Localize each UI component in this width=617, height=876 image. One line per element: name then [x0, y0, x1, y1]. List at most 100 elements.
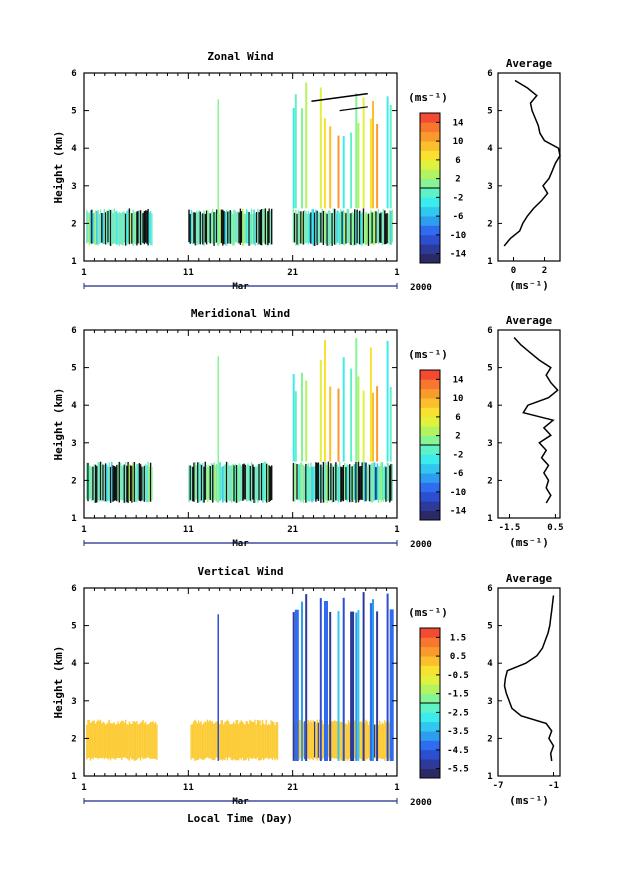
heatmap-cell: [111, 209, 113, 245]
heatmap-cell: [386, 462, 388, 501]
heatmap-cell: [88, 465, 90, 500]
x-tick-label: 1: [81, 268, 86, 278]
heatmap-cell: [382, 723, 385, 759]
heatmap-cell: [334, 208, 336, 245]
heatmap-cell: [387, 463, 390, 502]
colorbar-swatch: [420, 646, 440, 657]
heatmap-cell: [259, 464, 262, 500]
heatmap-cell: [147, 461, 149, 503]
heatmap-cell: [244, 724, 246, 761]
heatmap-cell: [199, 463, 201, 502]
colorbar-swatch: [420, 473, 440, 483]
heatmap-cell: [366, 213, 368, 245]
colorbar-swatch: [420, 693, 440, 704]
heatmap-streak: [305, 82, 308, 209]
heatmap-cell: [302, 465, 305, 503]
heatmap-cell: [205, 721, 207, 758]
colorbar-swatch: [420, 188, 440, 198]
heatmap-cell: [292, 462, 295, 502]
heatmap-cell: [347, 720, 350, 760]
heatmap-streak: [305, 594, 308, 761]
heatmap-cell: [203, 466, 205, 503]
heatmap-cell: [315, 209, 317, 243]
heatmap-cell: [341, 211, 343, 245]
heatmap-cell: [237, 211, 239, 244]
colorbar-unit: (ms⁻¹): [408, 606, 448, 619]
heatmap-cell: [207, 721, 210, 759]
heatmap-cell: [317, 722, 320, 758]
heatmap-cell: [340, 721, 342, 761]
heatmap-cell: [195, 211, 198, 246]
profile-y-tick-label: 1: [487, 257, 492, 267]
heatmap-cell: [99, 209, 102, 244]
heatmap-cell: [92, 213, 94, 243]
heatmap-cell: [384, 720, 386, 761]
colorbar-swatch: [420, 122, 440, 133]
heatmap-cell: [234, 210, 237, 243]
heatmap-cell: [245, 466, 248, 502]
heatmap-cell: [377, 724, 380, 759]
heatmap-cell: [136, 464, 138, 503]
heatmap-cell: [303, 721, 306, 760]
profile-y-tick-label: 6: [487, 584, 492, 594]
colorbar-swatch: [420, 674, 440, 685]
heatmap-cell: [114, 724, 117, 760]
heatmap-cell: [141, 466, 143, 501]
heatmap-cell: [131, 465, 133, 503]
heatmap-streak: [319, 360, 322, 462]
heatmap-cell: [364, 213, 366, 244]
heatmap-cell: [188, 465, 190, 503]
heatmap-cell: [108, 719, 110, 759]
heatmap-cell: [391, 209, 393, 243]
heatmap-cell: [228, 465, 230, 501]
heatmap-cell: [307, 719, 310, 759]
heatmap-cell: [149, 211, 152, 246]
heatmap-cell: [93, 720, 95, 758]
heatmap-cell: [345, 466, 347, 500]
heatmap-cell: [259, 720, 261, 761]
panel-title: Meridional Wind: [191, 307, 290, 320]
profile-frame: [497, 72, 561, 262]
heatmap-cell: [111, 723, 113, 759]
colorbar-tick-label: 0.5: [450, 652, 466, 662]
heatmap-cell: [233, 209, 235, 246]
profile-title: Average: [506, 314, 553, 327]
colorbar-tick-label: 10: [453, 394, 464, 404]
heatmap-cell: [121, 465, 123, 501]
heatmap-cell: [292, 208, 295, 243]
heatmap-cell: [194, 462, 196, 500]
heatmap-cell: [128, 464, 131, 501]
heatmap-cell: [194, 719, 196, 761]
heatmap-cell: [365, 212, 367, 246]
heatmap-cell: [252, 464, 254, 500]
heatmap-cell: [342, 210, 345, 245]
heatmap-cell: [89, 723, 92, 761]
heatmap-cell: [364, 461, 366, 502]
heatmap-cell: [126, 724, 128, 759]
heatmap-streak: [324, 601, 328, 761]
heatmap-cell: [214, 722, 216, 760]
heatmap-cell: [195, 721, 197, 761]
heatmap-cell: [223, 724, 225, 760]
y-axis-label: Height (km): [52, 131, 65, 204]
heatmap-cell: [390, 463, 392, 501]
heatmap-cell: [103, 464, 105, 502]
heatmap-cell: [351, 212, 353, 243]
heatmap-cell: [344, 463, 346, 500]
heatmap-cell: [349, 464, 351, 503]
y-tick-label: 6: [71, 69, 76, 79]
heatmap-cell: [96, 721, 98, 758]
heatmap-cell: [112, 465, 114, 502]
colorbar-swatch: [420, 749, 440, 760]
profile-x-label: (ms⁻¹): [509, 279, 549, 292]
x-tick-label: 1: [394, 268, 399, 278]
heatmap-cell: [249, 719, 251, 758]
heatmap-cell: [99, 719, 102, 758]
heatmap-streak: [342, 357, 345, 462]
heatmap-streak: [342, 136, 345, 209]
heatmap-cell: [321, 720, 323, 760]
heatmap-cell: [242, 208, 244, 246]
heatmap-cell: [361, 462, 363, 500]
heatmap-cell: [307, 210, 310, 245]
heatmap-streak: [357, 122, 360, 209]
